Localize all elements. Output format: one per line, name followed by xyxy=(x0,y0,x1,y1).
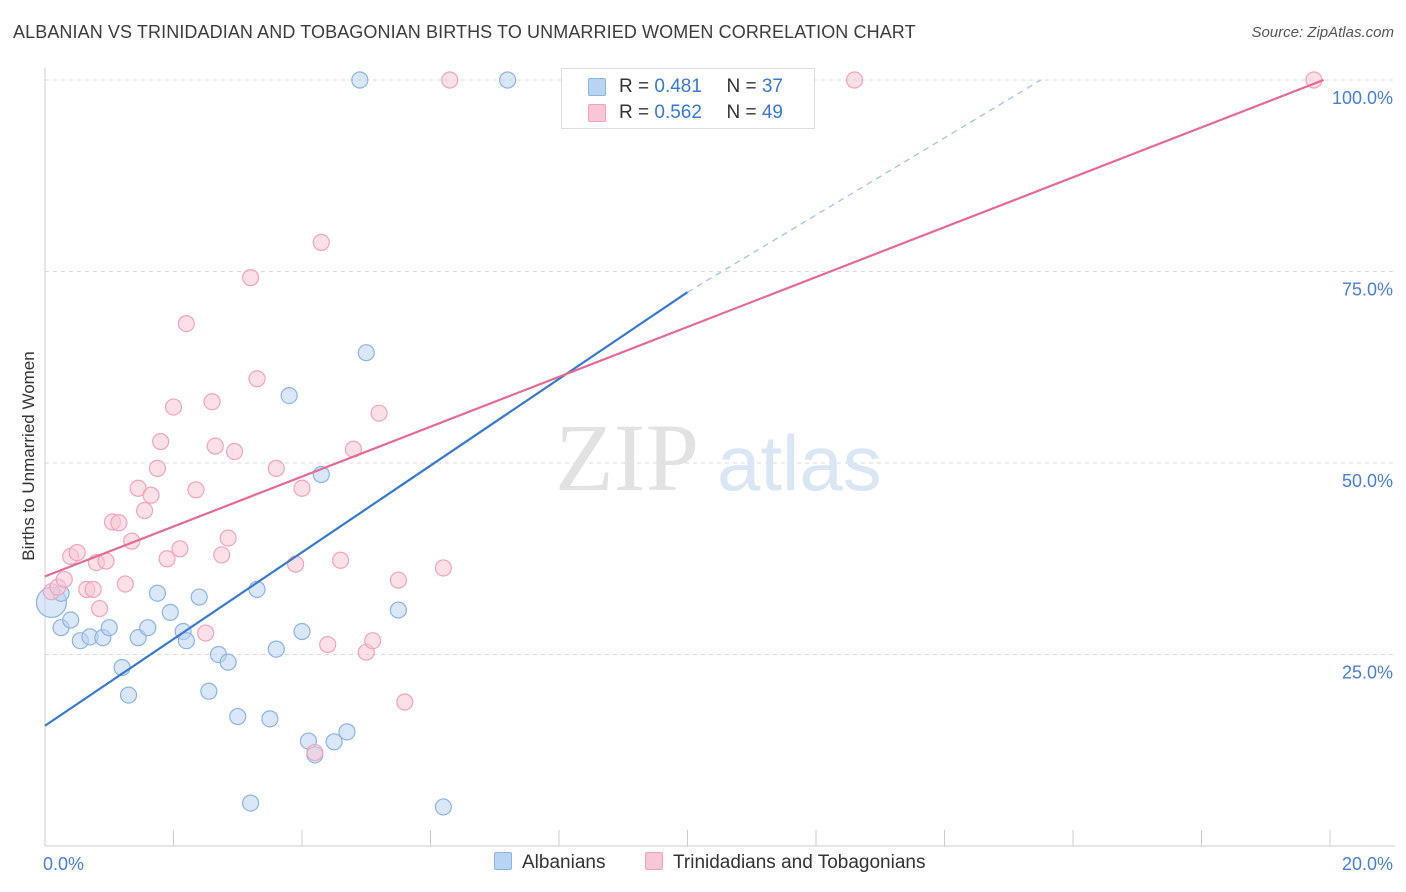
point-trinidadians xyxy=(293,479,311,497)
point-trinidadians xyxy=(441,71,459,89)
watermark-zip: ZIP xyxy=(555,404,699,511)
legend-r-label: R = xyxy=(619,102,655,123)
y-tick-label: 25.0% xyxy=(1342,663,1393,683)
point-trinidadians xyxy=(331,551,350,569)
point-trinidadians xyxy=(213,546,231,564)
point-albanians xyxy=(161,603,179,621)
bottom-legend-label-trinidadians: Trinidadians and Tobagonians xyxy=(673,852,926,873)
point-albanians xyxy=(434,798,452,816)
bottom-legend-label-albanians: Albanians xyxy=(522,852,606,873)
point-albanians xyxy=(338,723,356,741)
trend-extension-albanians xyxy=(687,79,1042,293)
point-trinidadians xyxy=(171,540,189,558)
point-albanians xyxy=(389,601,407,619)
point-albanians xyxy=(499,71,517,89)
point-albanians xyxy=(219,653,237,671)
point-albanians xyxy=(261,710,279,728)
point-albanians xyxy=(325,733,343,751)
legend-n-value: 49 xyxy=(761,102,783,123)
trend-lines xyxy=(44,78,1324,727)
bottom-legend-swatch-albanians xyxy=(494,852,512,870)
y-tick-label: 100.0% xyxy=(1332,88,1393,108)
point-trinidadians xyxy=(434,559,452,577)
watermark-atlas: atlas xyxy=(717,419,882,507)
point-trinidadians xyxy=(116,575,134,593)
point-albanians xyxy=(139,619,157,637)
point-albanians xyxy=(242,794,260,812)
source-credit: Source: ZipAtlas.com xyxy=(1251,24,1394,41)
point-trinidadians xyxy=(187,481,205,499)
point-albanians xyxy=(357,344,375,362)
y-tick-label: 75.0% xyxy=(1342,280,1393,300)
point-trinidadians xyxy=(91,599,109,618)
legend-n-label: N = xyxy=(726,102,762,123)
point-albanians xyxy=(267,640,285,658)
point-trinidadians xyxy=(845,71,864,89)
point-trinidadians xyxy=(68,544,86,562)
point-trinidadians xyxy=(197,624,215,642)
tick-labels: 25.0% 50.0% 75.0% 100.0% 0.0% 20.0% xyxy=(43,88,1393,874)
x-tick-label: 0.0% xyxy=(43,854,84,874)
point-trinidadians xyxy=(306,743,324,762)
point-trinidadians xyxy=(389,571,407,589)
y-axis-label: Births to Unmarried Women xyxy=(19,351,38,560)
point-albanians xyxy=(148,584,167,602)
point-albanians xyxy=(100,619,118,637)
point-trinidadians xyxy=(312,233,330,251)
y-tick-label: 50.0% xyxy=(1342,471,1393,491)
point-albanians xyxy=(62,611,80,629)
point-trinidadians xyxy=(110,514,128,532)
point-trinidadians xyxy=(203,393,221,411)
bottom-legend-swatch-trinidadians xyxy=(645,852,663,870)
point-albanians xyxy=(177,632,195,650)
trend-line-albanians xyxy=(44,291,689,727)
point-trinidadians xyxy=(142,486,160,504)
legend-r-value: 0.562 xyxy=(654,102,702,123)
grid-lines xyxy=(45,79,1395,655)
point-trinidadians xyxy=(248,370,266,388)
point-albanians xyxy=(293,622,311,641)
point-trinidadians xyxy=(135,501,154,520)
trend-line-trinidadians xyxy=(44,78,1324,578)
point-albanians xyxy=(190,588,208,606)
legend-n-label: N = xyxy=(726,76,762,97)
point-trinidadians xyxy=(148,459,167,477)
point-trinidadians xyxy=(286,555,305,573)
point-trinidadians xyxy=(370,404,388,422)
point-trinidadians xyxy=(164,398,183,416)
watermark: ZIP atlas xyxy=(555,404,882,511)
point-trinidadians xyxy=(152,432,170,451)
data-points xyxy=(35,71,1323,816)
point-trinidadians xyxy=(55,570,73,589)
point-albanians xyxy=(229,707,247,726)
legend-r-label: R = xyxy=(619,76,655,97)
bottom-legend-trinidadians: Trinidadians and Tobagonians xyxy=(645,852,925,874)
bottom-legend-albanians: Albanians xyxy=(494,852,605,874)
point-trinidadians xyxy=(267,459,285,477)
legend-swatch-trinidadians xyxy=(588,104,606,122)
point-albanians xyxy=(351,71,369,89)
legend-n-value: 37 xyxy=(761,76,783,97)
point-trinidadians xyxy=(177,314,195,333)
axes xyxy=(44,68,1395,847)
correlation-legend: R = 0.481 N = 37 R = 0.562 N = 49 xyxy=(561,68,815,129)
point-trinidadians xyxy=(396,693,414,711)
legend-swatch-albanians xyxy=(588,78,606,96)
point-trinidadians xyxy=(364,632,382,650)
x-tick-label: 20.0% xyxy=(1342,854,1393,874)
point-trinidadians xyxy=(158,550,176,568)
point-trinidadians xyxy=(225,442,244,461)
point-trinidadians xyxy=(206,437,224,455)
point-trinidadians xyxy=(242,269,260,287)
point-trinidadians xyxy=(84,580,102,598)
point-albanians xyxy=(119,686,138,704)
chart-title: ALBANIAN VS TRINIDADIAN AND TOBAGONIAN B… xyxy=(13,22,916,42)
point-trinidadians xyxy=(219,529,237,547)
point-albanians xyxy=(200,682,218,700)
point-albanians xyxy=(280,386,298,405)
legend-r-value: 0.481 xyxy=(654,76,702,97)
point-trinidadians xyxy=(319,635,337,654)
